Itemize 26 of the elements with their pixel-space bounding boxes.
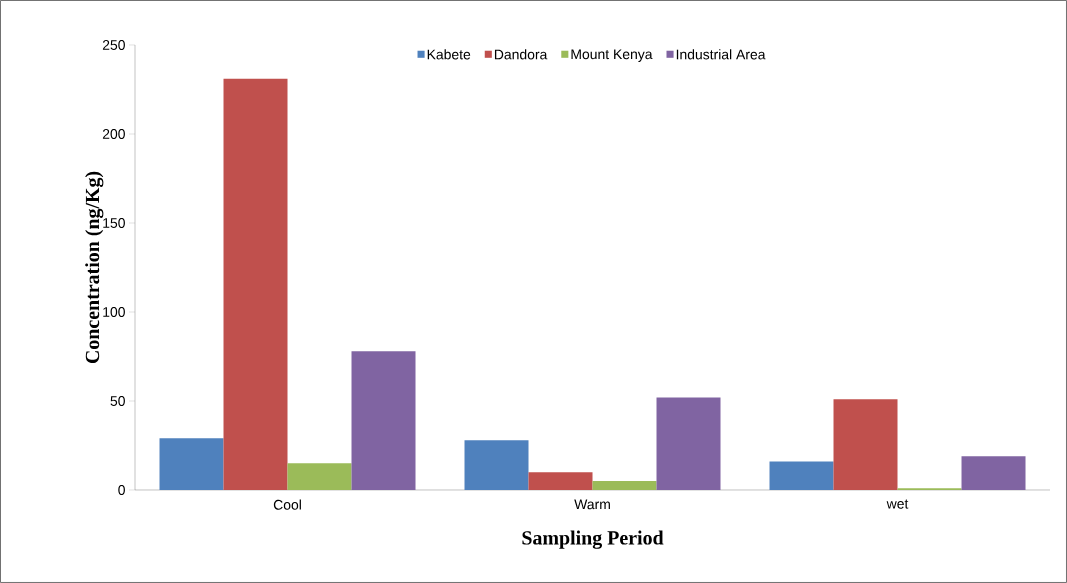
y-tick-label: 150 (103, 218, 125, 228)
legend-label: Kabete (427, 49, 471, 60)
x-tick-label: Warm (574, 499, 610, 510)
bar (287, 463, 352, 490)
bar (656, 397, 721, 490)
bar (769, 461, 834, 490)
y-axis-title: Concentration (ng/Kg) (85, 171, 104, 364)
bar (159, 438, 224, 490)
y-tick-label: 200 (102, 129, 125, 139)
bar (592, 481, 657, 490)
y-tick-label: 100 (103, 307, 125, 317)
legend-label: Industrial Area (676, 49, 766, 60)
bar (464, 440, 529, 490)
x-axis-title: Sampling Period (522, 530, 664, 549)
y-tick-label: 0 (118, 485, 125, 495)
y-tick-label: 50 (110, 396, 125, 406)
legend-label: Dandora (494, 49, 548, 60)
x-tick-label: Cool (273, 499, 301, 510)
y-tick-label: 250 (102, 40, 125, 50)
bar (528, 472, 593, 490)
legend-label: Mount Kenya (571, 49, 653, 62)
bar (961, 456, 1026, 490)
bar (223, 78, 288, 490)
bar (833, 399, 898, 490)
bar (351, 351, 416, 490)
x-tick-label: wet (886, 499, 909, 509)
